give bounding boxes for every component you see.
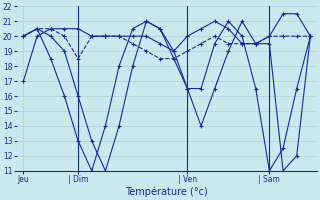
X-axis label: Température (°c): Température (°c) (125, 187, 208, 197)
